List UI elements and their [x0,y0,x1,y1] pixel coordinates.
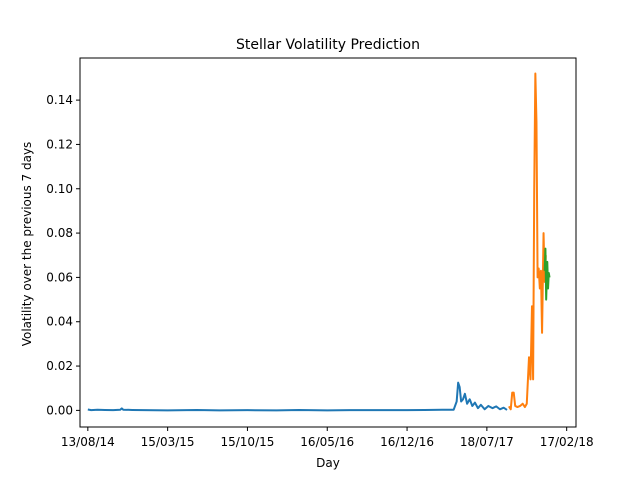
y-tick-label: 0.08 [46,226,73,240]
y-tick-label: 0.10 [46,182,73,196]
y-tick-label: 0.14 [46,93,73,107]
x-tick-label: 13/08/14 [61,435,115,449]
x-tick-label: 18/07/17 [460,435,514,449]
axes-frame [79,57,577,428]
x-tick-label: 15/03/15 [141,435,195,449]
x-tick-label: 16/05/16 [300,435,354,449]
plot-area [79,57,577,428]
series-line-3 [543,247,551,301]
y-axis-ticks: 0.00 0.02 0.04 0.06 0.08 0.10 0.12 0.14 [46,93,80,417]
series-line-2 [508,72,547,411]
y-tick-label: 0.02 [46,359,73,373]
series-line-1 [87,381,508,412]
x-tick-label: 17/02/18 [540,435,594,449]
x-tick-label: 16/12/16 [380,435,434,449]
x-axis-ticks: 13/08/14 15/03/15 15/10/15 16/05/16 16/12/16… [61,427,594,449]
y-tick-label: 0.12 [46,137,73,151]
y-tick-label: 0.06 [46,270,73,284]
y-tick-label: 0.00 [46,403,73,417]
y-axis-title: Volatility over the previous 7 days [20,142,34,347]
chart-title: Stellar Volatility Prediction [236,37,420,53]
x-tick-label: 15/10/15 [220,435,274,449]
x-axis-title: Day [316,456,340,470]
y-tick-label: 0.04 [46,315,73,329]
